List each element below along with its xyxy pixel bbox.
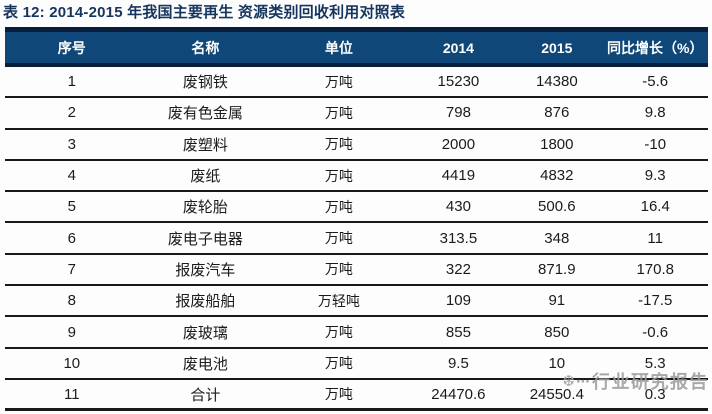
- table-cell: 废轮胎: [182, 199, 228, 217]
- table-cell: -10: [644, 135, 667, 153]
- column-header: 序号: [57, 39, 86, 56]
- table-cell: 170.8: [636, 260, 674, 278]
- table-cell: 报废汽车: [175, 261, 236, 279]
- table-row: 5 废轮胎 万吨 430 500.6 16.4: [5, 192, 708, 224]
- table-row: 4 废纸 万吨 4419 4832 9.3: [5, 161, 708, 193]
- table-cell: 850: [544, 323, 570, 341]
- table-cell: 9.5: [447, 354, 469, 372]
- table-cell: 万吨: [324, 136, 353, 153]
- table-cell: 24470.6: [431, 385, 486, 403]
- column-header: 名称: [191, 39, 220, 56]
- table-cell: 322: [445, 260, 471, 278]
- table-cell: 798: [445, 104, 471, 122]
- table-cell: 废玻璃: [182, 324, 228, 342]
- table-cell: 万吨: [324, 355, 353, 372]
- table-cell: 1: [67, 73, 76, 91]
- table-row: 3 废塑料 万吨 2000 1800 -10: [5, 130, 708, 161]
- table-cell: 14380: [535, 73, 578, 91]
- table-cell: 855: [445, 323, 471, 341]
- table-cell: 2: [67, 104, 76, 122]
- table-cell: 5: [67, 198, 76, 216]
- table-cell: 91: [548, 292, 566, 310]
- table-cell: 876: [544, 104, 570, 122]
- table-cell: 万吨: [324, 261, 353, 278]
- table-cell: 万吨: [324, 167, 353, 184]
- table-cell: 6: [67, 229, 76, 247]
- table-row: 10 废电池 万吨 9.5 10 5.3: [5, 349, 708, 380]
- table-cell: 348: [544, 229, 570, 247]
- table-cell: 109: [445, 292, 471, 310]
- table-cell: 11: [647, 229, 663, 247]
- table-row: 1 废钢铁 万吨 15230 14380 -5.6: [5, 67, 708, 99]
- table-cell: 9.8: [644, 104, 666, 122]
- table-cell: 8: [67, 292, 76, 310]
- table-cell: 万吨: [324, 73, 353, 90]
- table-cell: 10: [63, 354, 81, 372]
- table-cell: 废电子电器: [167, 230, 243, 248]
- table-cell: -5.6: [642, 73, 669, 91]
- column-header: 单位: [324, 39, 353, 56]
- table-cell: 9.3: [644, 167, 666, 185]
- table-cell: 500.6: [538, 198, 576, 216]
- table-cell: 313.5: [439, 229, 478, 247]
- table-row: 9 废玻璃 万吨 855 850 -0.6: [5, 317, 708, 349]
- table-cell: 1800: [540, 135, 574, 153]
- table-cell: 万吨: [324, 198, 353, 215]
- table-cell: 废有色金属: [167, 105, 243, 123]
- table-cell: 15230: [437, 73, 480, 91]
- table-cell: -17.5: [638, 292, 673, 310]
- table-row: 7 报废汽车 万吨 322 871.9 170.8: [5, 255, 708, 287]
- column-header: 2014: [442, 39, 474, 56]
- table-cell: 报废船舶: [175, 293, 236, 311]
- column-header: 2015: [541, 39, 573, 56]
- table-cell: 16.4: [640, 198, 670, 216]
- table-cell: 5.3: [644, 354, 666, 372]
- table-cell: 4: [67, 167, 76, 185]
- table-row: 11 合计 万吨 24470.6 24550.4 0.3: [5, 380, 708, 412]
- table-header-row: 序号 名称 单位 2014 2015 同比增长（%）: [5, 27, 708, 67]
- table-cell: 11: [63, 385, 80, 403]
- table-row: 2 废有色金属 万吨 798 876 9.8: [5, 98, 708, 130]
- table-cell: 4832: [540, 167, 574, 185]
- table-cell: 废塑料: [182, 136, 228, 154]
- table-cell: 万吨: [324, 386, 353, 403]
- table-cell: 废电池: [182, 355, 228, 373]
- table-cell: 万吨: [324, 230, 353, 247]
- recycling-comparison-table: 序号 名称 单位 2014 2015 同比增长（%） 1 废钢铁 万吨 15230 14380 -5…: [5, 27, 708, 412]
- table-cell: -0.6: [642, 323, 669, 341]
- table-cell: 0.3: [644, 385, 666, 403]
- table-cell: 万吨: [324, 324, 353, 341]
- table-cell: 废纸: [190, 168, 221, 186]
- table-cell: 4419: [441, 167, 476, 185]
- table-cell: 10: [548, 354, 566, 372]
- table-cell: 871.9: [538, 260, 576, 278]
- table-cell: 9: [67, 323, 76, 341]
- table-row: 8 报废船舶 万轻吨 109 91 -17.5: [5, 286, 708, 318]
- table-cell: 2000: [441, 135, 476, 153]
- table-row: 6 废电子电器 万吨 313.5 348 11: [5, 223, 708, 255]
- table-cell: 合计: [190, 386, 221, 404]
- column-header: 同比增长（%）: [606, 39, 704, 56]
- table-body: 1 废钢铁 万吨 15230 14380 -5.6 2 废有色金属 万吨 798 876 9.8 3 废塑…: [5, 67, 708, 412]
- table-title: 表 12: 2014-2015 年我国主要再生 资源类别回收利用对照表: [3, 4, 406, 21]
- table-cell: 24550.4: [529, 385, 584, 403]
- table-cell: 万轻吨: [317, 292, 360, 309]
- table-cell: 废钢铁: [182, 74, 228, 92]
- table-cell: 3: [67, 135, 76, 153]
- table-cell: 万吨: [324, 104, 353, 121]
- table-cell: 7: [67, 260, 76, 278]
- table-cell: 430: [445, 198, 471, 216]
